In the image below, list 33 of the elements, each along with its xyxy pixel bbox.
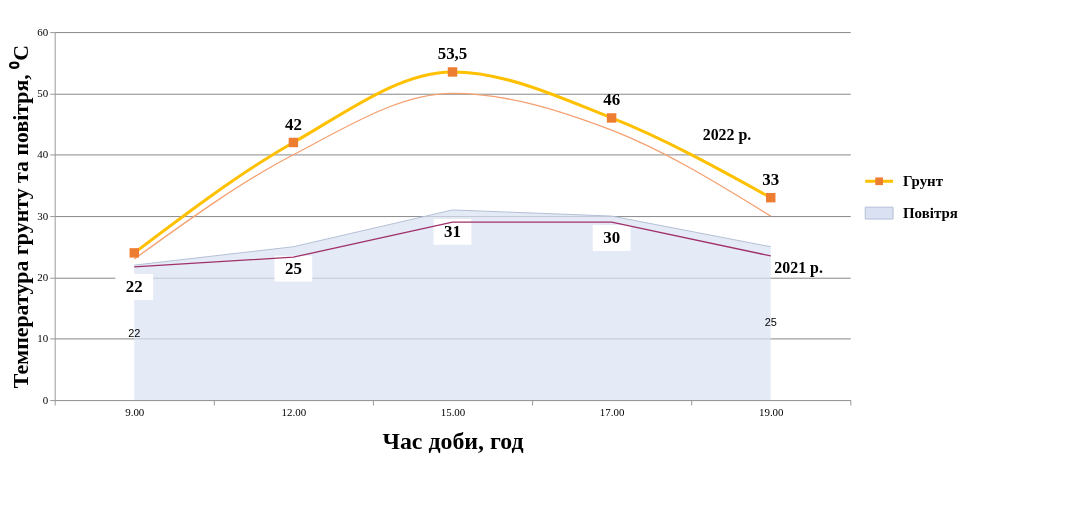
annotation: 25 (764, 315, 777, 328)
y-tick-label: 50 (37, 86, 49, 99)
x-tick-label: 19.00 (758, 406, 785, 419)
data-label: 33 (762, 169, 780, 189)
data-label: 42 (284, 114, 302, 134)
y-tick-label: 30 (37, 209, 49, 222)
y-tick-label: 60 (37, 25, 49, 38)
x-tick-label: 12.00 (281, 406, 307, 419)
annotation: 22 (128, 326, 141, 339)
point (129, 248, 139, 258)
y-axis-title: Температура грунту та повітря, ⁰C (8, 44, 34, 389)
point (447, 67, 458, 77)
data-label: 31 (444, 221, 461, 241)
x-tick-label: 9.00 (125, 406, 145, 419)
data-label: 25 (284, 258, 302, 278)
data-label: 53,5 (437, 44, 468, 64)
legend-label: Грунт (903, 173, 944, 190)
legend-label: Повітря (903, 205, 958, 222)
point (288, 137, 299, 148)
point (766, 192, 776, 203)
y-tick-label: 40 (37, 148, 49, 161)
y-tick-label: 10 (37, 332, 49, 345)
y-tick-label: 0 (42, 393, 49, 406)
annotation: 2022 р. (702, 126, 752, 145)
annotation: 2021 р. (774, 258, 823, 277)
data-label: 46 (603, 90, 621, 110)
point (606, 113, 617, 123)
data-label: 22 (125, 276, 143, 296)
x-tick-label: 17.00 (599, 406, 625, 419)
y-tick-label: 20 (37, 270, 49, 283)
data-label: 30 (603, 227, 621, 247)
x-tick-label: 15.00 (440, 406, 466, 419)
x-axis-title: Час доби, год (382, 428, 524, 455)
